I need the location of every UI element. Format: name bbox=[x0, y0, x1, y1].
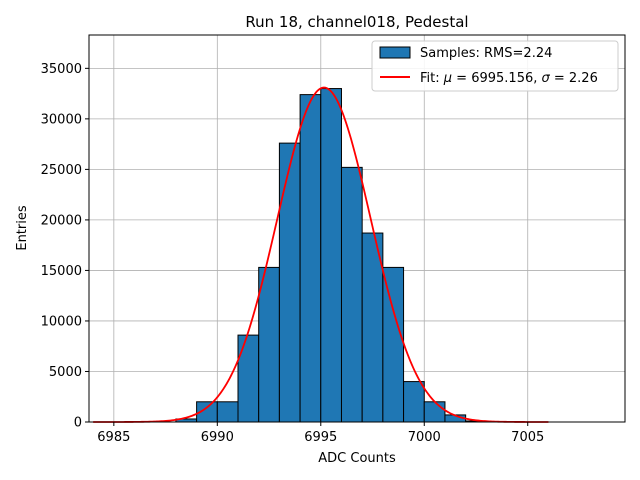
legend-label-samples: Samples: RMS=2.24 bbox=[420, 46, 552, 61]
x-axis-ticks: 6985 6990 6995 7000 7005 bbox=[97, 422, 544, 445]
histogram-bar bbox=[320, 88, 342, 423]
plot-frame bbox=[88, 34, 626, 423]
histogram-bar bbox=[340, 166, 363, 423]
legend-box bbox=[371, 40, 619, 92]
y-tick-label: 5000 bbox=[49, 365, 82, 380]
legend-fit-sigma: σ bbox=[542, 71, 551, 86]
y-tick-label: 35000 bbox=[41, 62, 82, 77]
histogram-bar bbox=[299, 94, 322, 423]
histogram-bar bbox=[237, 334, 260, 423]
y-tick-label: 10000 bbox=[41, 314, 82, 329]
y-tick-label: 25000 bbox=[41, 163, 82, 178]
x-axis-label: ADC Counts bbox=[318, 451, 396, 466]
y-tick-label: 0 bbox=[74, 416, 82, 431]
x-tick-label: 6985 bbox=[97, 430, 130, 445]
y-tick-label: 30000 bbox=[41, 112, 82, 127]
fit-curve bbox=[93, 86, 549, 423]
x-tick-label: 7005 bbox=[511, 430, 544, 445]
y-tick-label: 20000 bbox=[41, 213, 82, 228]
y-tick-label: 15000 bbox=[41, 264, 82, 279]
histogram-bar bbox=[258, 266, 280, 423]
x-tick-label: 6990 bbox=[201, 430, 234, 445]
histogram-bars bbox=[175, 88, 487, 423]
legend-label-fit: Fit: μ = 6995.156, σ = 2.26 bbox=[420, 71, 598, 86]
y-axis-label: Entries bbox=[15, 205, 30, 251]
legend-fit-prefix: Fit: bbox=[420, 71, 444, 86]
histogram-bar bbox=[423, 401, 446, 423]
histogram-bar bbox=[278, 142, 301, 423]
histogram-bar bbox=[382, 266, 405, 423]
legend-swatch-samples bbox=[379, 46, 411, 59]
chart-title: Run 18, channel018, Pedestal bbox=[245, 13, 468, 31]
legend-fit-mu: μ bbox=[443, 71, 452, 86]
y-axis-ticks: 0 5000 10000 15000 20000 25000 30000 35000 bbox=[41, 62, 89, 431]
histogram-bar bbox=[216, 401, 239, 423]
histogram-bar bbox=[403, 381, 425, 423]
x-tick-label: 6995 bbox=[304, 430, 337, 445]
fit-curve-group bbox=[93, 86, 549, 423]
x-tick-label: 7000 bbox=[408, 430, 441, 445]
legend-fit-mid: = 6995.156, bbox=[452, 71, 541, 86]
legend-fit-suffix: = 2.26 bbox=[550, 71, 598, 86]
legend: Samples: RMS=2.24 Fit: μ = 6995.156, σ =… bbox=[371, 40, 619, 92]
